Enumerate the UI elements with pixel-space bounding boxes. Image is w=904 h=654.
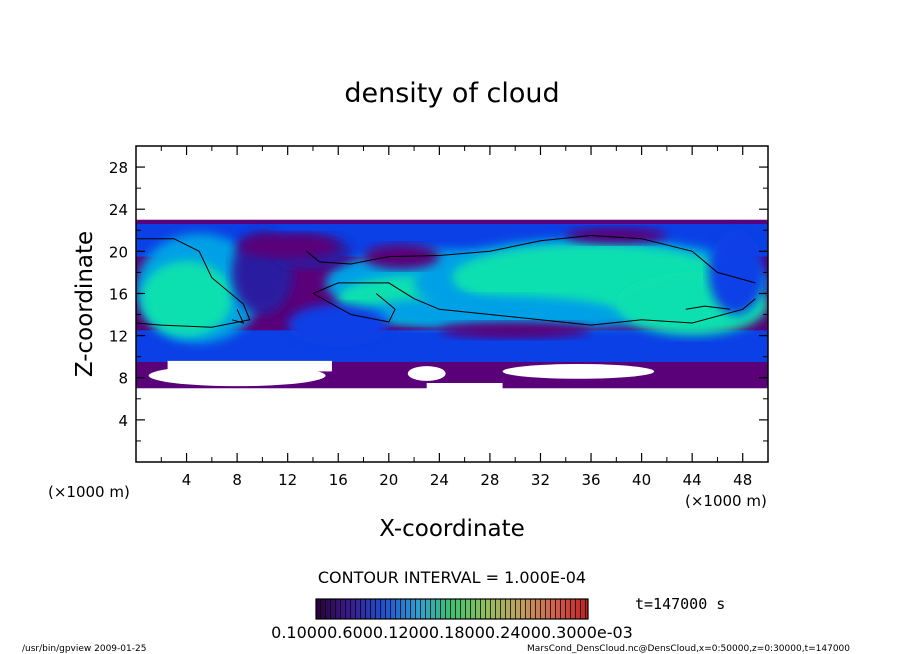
x-tick-label: 16 bbox=[329, 471, 348, 489]
y-tick-label: 16 bbox=[109, 285, 128, 303]
x-tick-label: 48 bbox=[733, 471, 752, 489]
cloud-streak bbox=[439, 321, 592, 339]
colorbar-stripes bbox=[316, 599, 588, 619]
x-tick-label: 40 bbox=[632, 471, 651, 489]
x-tick-label: 28 bbox=[480, 471, 499, 489]
cloud-blob bbox=[287, 304, 389, 347]
y-axis-ticks: 4 8 12 16 20 24 28 bbox=[109, 159, 768, 442]
colorbar bbox=[315, 598, 589, 620]
cloud-streak bbox=[565, 227, 667, 244]
y-tick-label: 24 bbox=[109, 201, 128, 219]
cloud-layer-blue-low bbox=[136, 330, 768, 362]
x-axis-label: X-coordinate bbox=[379, 516, 525, 542]
clear-gap bbox=[502, 364, 655, 379]
clear-gap bbox=[426, 383, 503, 394]
y-tick-label: 28 bbox=[109, 159, 128, 177]
contour-line bbox=[685, 305, 731, 310]
cloud-streak bbox=[237, 233, 339, 259]
contour-line bbox=[231, 309, 245, 324]
contour-line bbox=[306, 234, 756, 284]
x-axis-unit-right: (×1000 m) bbox=[685, 492, 767, 510]
cloud-blob bbox=[708, 230, 765, 315]
y-tick-label: 4 bbox=[118, 412, 128, 430]
x-tick-label: 44 bbox=[683, 471, 702, 489]
contour-line bbox=[312, 282, 756, 326]
chart-title: density of cloud bbox=[344, 78, 559, 109]
y-tick-label: 8 bbox=[118, 370, 128, 388]
y-axis-label: Z-coordinate bbox=[72, 231, 98, 377]
footer-left: /usr/bin/gpview 2009-01-25 bbox=[22, 644, 146, 654]
plot-frame bbox=[135, 145, 769, 463]
x-axis-unit-left: (×1000 m) bbox=[48, 483, 130, 501]
colorbar-frame bbox=[315, 598, 589, 620]
density-field bbox=[136, 219, 768, 394]
contour-line bbox=[312, 293, 396, 323]
footer-right: MarsCond_DensCloud.nc@DensCloud,x=0:5000… bbox=[527, 644, 850, 654]
cloud-blob bbox=[141, 260, 233, 337]
clear-gap bbox=[407, 366, 446, 381]
clear-gap bbox=[167, 360, 332, 372]
x-tick-label: 8 bbox=[232, 471, 242, 489]
x-tick-label: 12 bbox=[278, 471, 297, 489]
contour-lines bbox=[136, 234, 756, 328]
x-tick-label: 24 bbox=[430, 471, 449, 489]
y-tick-label: 20 bbox=[109, 243, 128, 261]
x-tick-label: 20 bbox=[379, 471, 398, 489]
x-tick-label: 32 bbox=[531, 471, 550, 489]
colorbar-tick-labels: 0.10000.6000.12000.18000.24000.3000e-03 bbox=[271, 623, 633, 642]
contour-interval-label: CONTOUR INTERVAL = 1.000E-04 bbox=[318, 568, 586, 587]
time-label: t=147000 s bbox=[635, 595, 725, 613]
y-tick-label: 12 bbox=[109, 328, 128, 346]
contour-line bbox=[136, 238, 251, 328]
x-axis-ticks: 4 8 12 16 20 24 28 32 36 40 44 48 bbox=[160, 146, 752, 489]
x-tick-label: 36 bbox=[581, 471, 600, 489]
x-tick-label: 4 bbox=[182, 471, 192, 489]
